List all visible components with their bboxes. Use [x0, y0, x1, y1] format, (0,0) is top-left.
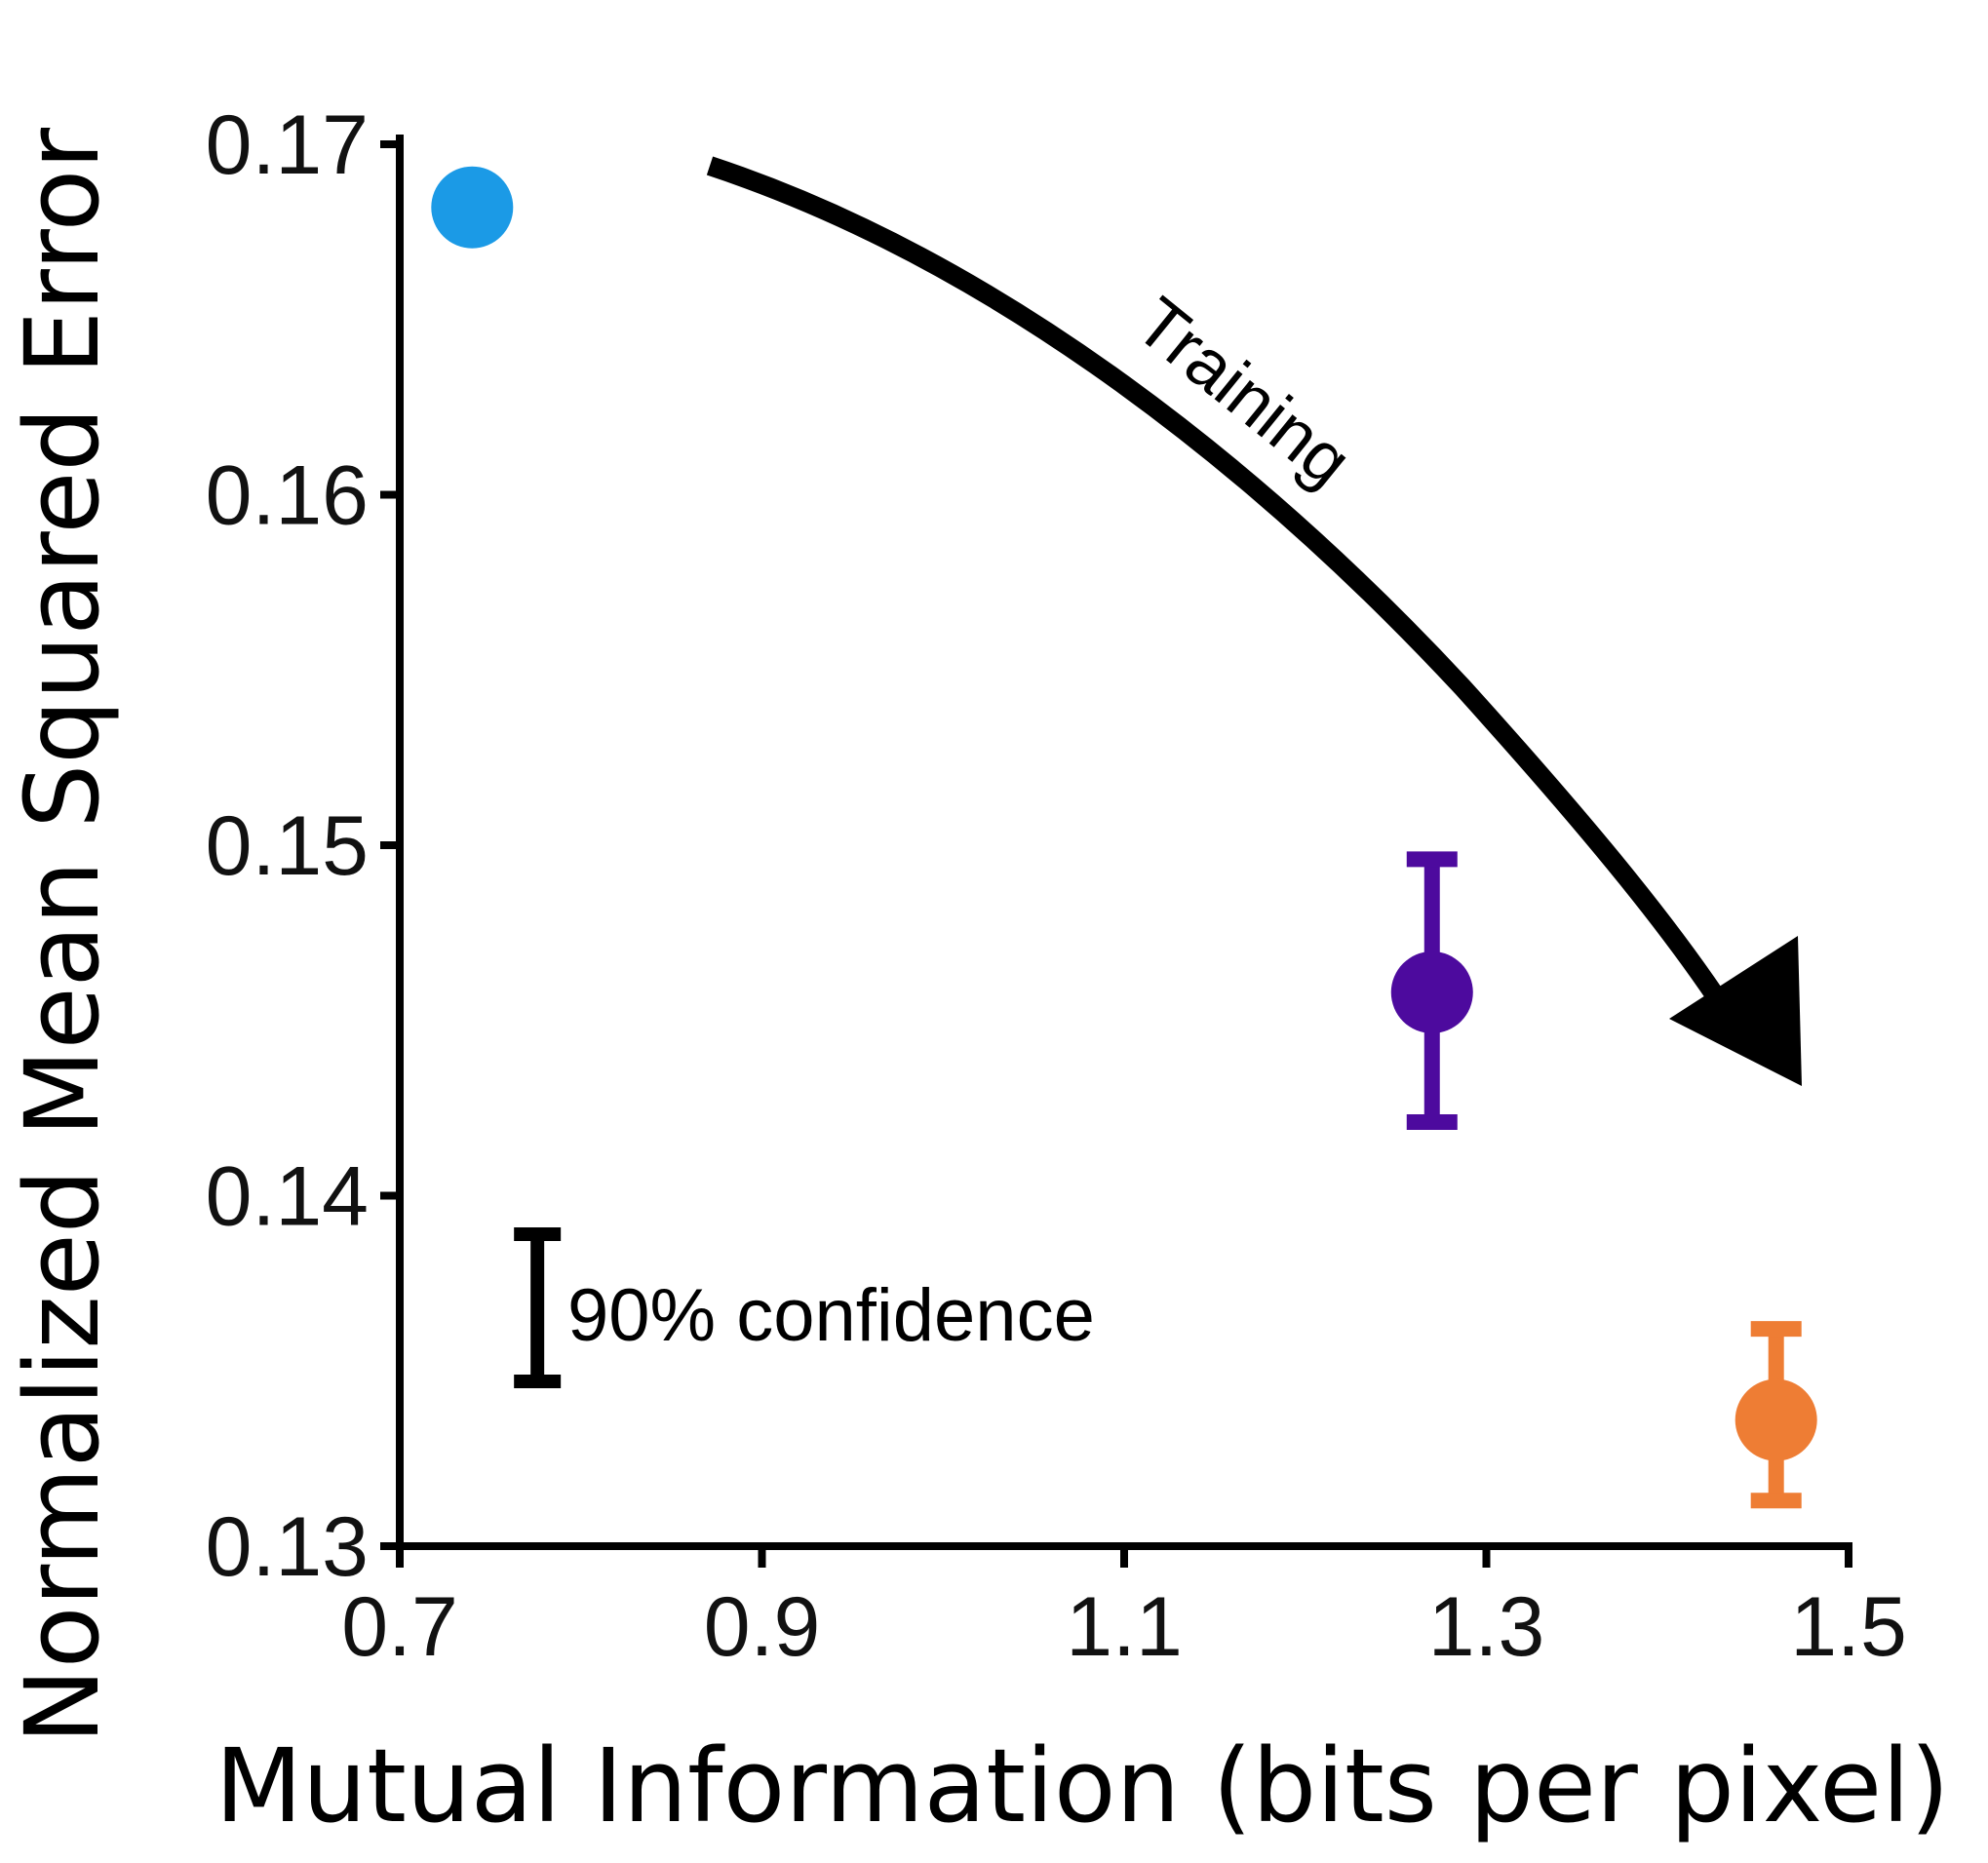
data-point-marker — [1390, 951, 1473, 1033]
x-tick-label: 1.5 — [1790, 1580, 1907, 1674]
x-tick-label: 0.9 — [704, 1580, 821, 1674]
data-point-marker — [431, 166, 514, 249]
x-tick-label: 1.1 — [1066, 1580, 1183, 1674]
training-arrow: Training — [706, 156, 1802, 1086]
y-ticks: 0.13 0.14 0.15 0.16 0.17 — [206, 98, 400, 1594]
y-tick-label: 0.13 — [206, 1500, 369, 1594]
training-arrow-curve — [706, 156, 1739, 1025]
y-tick-label: 0.14 — [206, 1150, 369, 1244]
data-point-2 — [1390, 851, 1473, 1131]
confidence-legend-label: 90% confidence — [567, 1274, 1095, 1357]
legend-errorbar — [514, 1227, 562, 1389]
confidence-legend-errorbar — [514, 1227, 562, 1389]
x-ticks: 0.7 0.9 1.1 1.3 1.5 — [341, 1546, 1907, 1674]
x-tick-label: 1.3 — [1428, 1580, 1545, 1674]
y-tick-label: 0.16 — [206, 449, 369, 543]
confidence-legend: 90% confidence — [514, 1227, 1095, 1389]
data-point-1 — [431, 166, 514, 249]
y-tick-label: 0.17 — [206, 98, 369, 192]
data-point-marker — [1735, 1378, 1817, 1461]
x-axis-title: Mutual Information (bits per pixel) — [214, 1727, 1949, 1845]
y-axis-title: Normalized Mean Squared Error — [3, 128, 122, 1744]
data-point-3 — [1735, 1321, 1817, 1509]
training-arrowhead — [1669, 936, 1802, 1086]
x-tick-label: 0.7 — [341, 1580, 458, 1674]
y-tick-label: 0.15 — [206, 799, 369, 893]
data-points — [431, 166, 1817, 1509]
